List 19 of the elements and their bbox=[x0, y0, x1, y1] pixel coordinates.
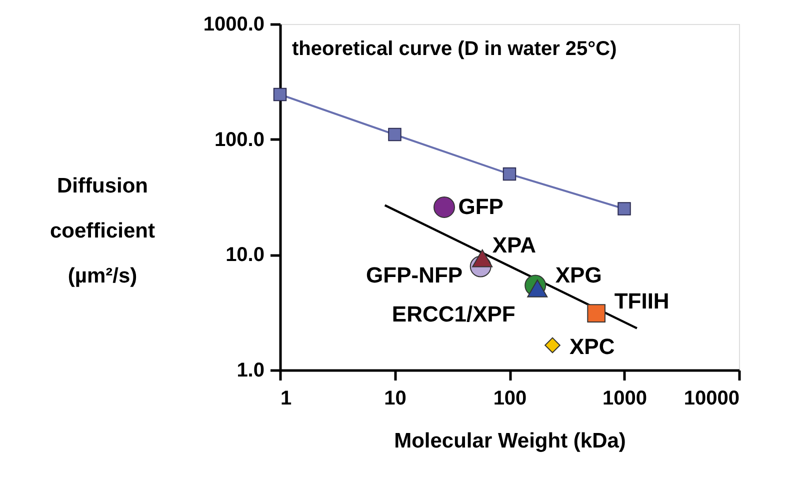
x-tick-label: 10000 bbox=[684, 388, 740, 410]
x-axis-title: Molecular Weight (kDa) bbox=[394, 430, 626, 452]
series-label: ERCC1/XPF bbox=[392, 301, 516, 326]
x-tick-label: 1 bbox=[280, 388, 292, 410]
y-tick-label: 1000.0 bbox=[203, 14, 264, 36]
series-label: XPA bbox=[492, 232, 536, 258]
y-tick-label: 100.0 bbox=[214, 128, 264, 151]
x-tick-label: 100 bbox=[493, 388, 527, 410]
series-label: GFP-NFP bbox=[366, 262, 463, 288]
series-label: GFP bbox=[458, 194, 504, 220]
y-axis-title: Diffusion coefficient (µm²/s) bbox=[50, 174, 156, 288]
series-label: TFIIH bbox=[614, 288, 670, 314]
x-tick-label: 10 bbox=[384, 388, 406, 410]
x-tick-label: 1000 bbox=[602, 388, 647, 410]
series-label: XPG bbox=[555, 262, 602, 288]
series-label: XPC bbox=[570, 334, 615, 360]
series-label: theoretical curve (D in water 25°C) bbox=[292, 38, 617, 60]
y-tick-label: 1.0 bbox=[236, 360, 264, 382]
y-tick-label: 10.0 bbox=[226, 244, 264, 266]
